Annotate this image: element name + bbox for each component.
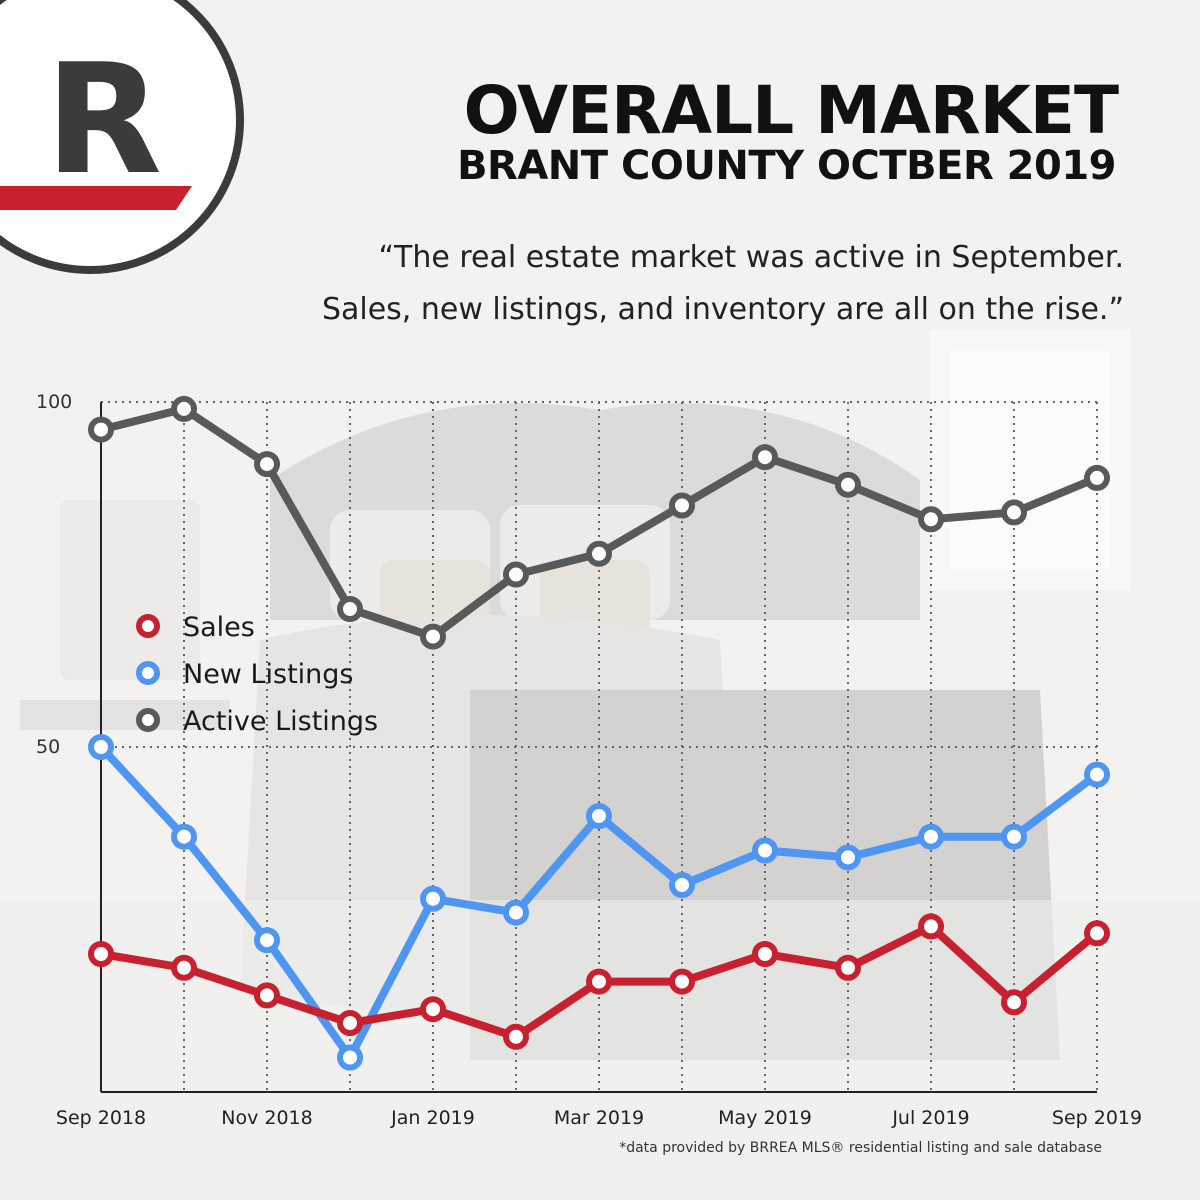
data-point: [254, 451, 280, 478]
data-point: [586, 803, 612, 829]
data-point: [586, 540, 612, 567]
data-point: [752, 837, 778, 864]
series-line: [97, 743, 1101, 1062]
x-tick-label: Jul 2019: [891, 1107, 969, 1129]
data-point: [254, 982, 280, 1009]
series-new-listings: [88, 734, 1110, 1071]
data-point: [835, 471, 861, 498]
data-point: [752, 444, 778, 471]
x-tick-label: May 2019: [718, 1107, 812, 1129]
data-point: [171, 395, 197, 422]
legend-label: Sales: [183, 612, 255, 643]
y-tick-labels: 100 50: [36, 391, 72, 758]
data-point: [586, 968, 612, 995]
data-point: [835, 844, 861, 871]
y-tick-label: 50: [36, 736, 60, 758]
data-point: [88, 941, 114, 967]
quote-line-2: Sales, new listings, and inventory are a…: [321, 292, 1124, 327]
data-point: [88, 416, 114, 443]
page-title: OVERALL MARKET: [463, 72, 1119, 149]
data-point: [669, 968, 695, 995]
data-point: [420, 996, 446, 1023]
data-point: [918, 913, 944, 940]
data-point: [1001, 989, 1027, 1016]
data-point: [1084, 761, 1110, 788]
data-point: [1084, 464, 1110, 491]
data-point: [171, 823, 197, 850]
data-point: [918, 506, 944, 533]
data-point: [503, 561, 529, 588]
data-point: [835, 954, 861, 981]
legend-marker: [136, 614, 160, 638]
legend-item: Active Listings: [136, 706, 378, 737]
quote-line-1: “The real estate market was active in Se…: [378, 240, 1124, 275]
data-point: [1001, 499, 1027, 526]
x-tick-label: Jan 2019: [390, 1107, 475, 1129]
data-point: [420, 623, 446, 650]
legend-marker: [136, 661, 160, 685]
data-point: [420, 885, 446, 912]
series-layer: [88, 395, 1110, 1071]
data-point: [337, 1010, 363, 1036]
data-point: [669, 492, 695, 519]
x-tick-label: Sep 2018: [56, 1107, 146, 1129]
x-tick-label: Sep 2019: [1052, 1107, 1142, 1129]
data-point: [1084, 920, 1110, 947]
x-tick-label: Nov 2018: [221, 1107, 312, 1129]
data-point: [503, 1023, 529, 1050]
series-sales: [88, 913, 1110, 1050]
data-point: [503, 899, 529, 926]
x-tick-label: Mar 2019: [554, 1107, 644, 1129]
data-point: [669, 872, 695, 898]
y-tick-label: 100: [36, 391, 72, 413]
legend-marker: [136, 708, 160, 732]
legend-label: Active Listings: [183, 706, 378, 737]
data-point: [337, 1044, 363, 1071]
data-point: [254, 927, 280, 954]
data-point: [1001, 823, 1027, 850]
legend-label: New Listings: [183, 659, 354, 690]
quote: “The real estate market was active in Se…: [322, 232, 1124, 336]
data-point: [88, 734, 114, 760]
series-active-listings: [88, 395, 1110, 650]
data-point: [918, 823, 944, 850]
page-subtitle: BRANT COUNTY OCTBER 2019: [457, 143, 1116, 189]
legend-item: New Listings: [136, 659, 354, 690]
data-point: [171, 954, 197, 981]
brand-logo: R: [0, 0, 244, 274]
data-point: [752, 941, 778, 967]
x-tick-labels: Sep 2018 Nov 2018 Jan 2019 Mar 2019 May 2019…: [56, 1107, 1142, 1129]
legend: Sales New Listings Active Listings: [136, 612, 378, 737]
legend-item: Sales: [136, 612, 255, 643]
data-point: [337, 596, 363, 622]
logo-letter: R: [45, 31, 162, 208]
footnote: *data provided by BRREA MLS® residential…: [619, 1140, 1102, 1156]
